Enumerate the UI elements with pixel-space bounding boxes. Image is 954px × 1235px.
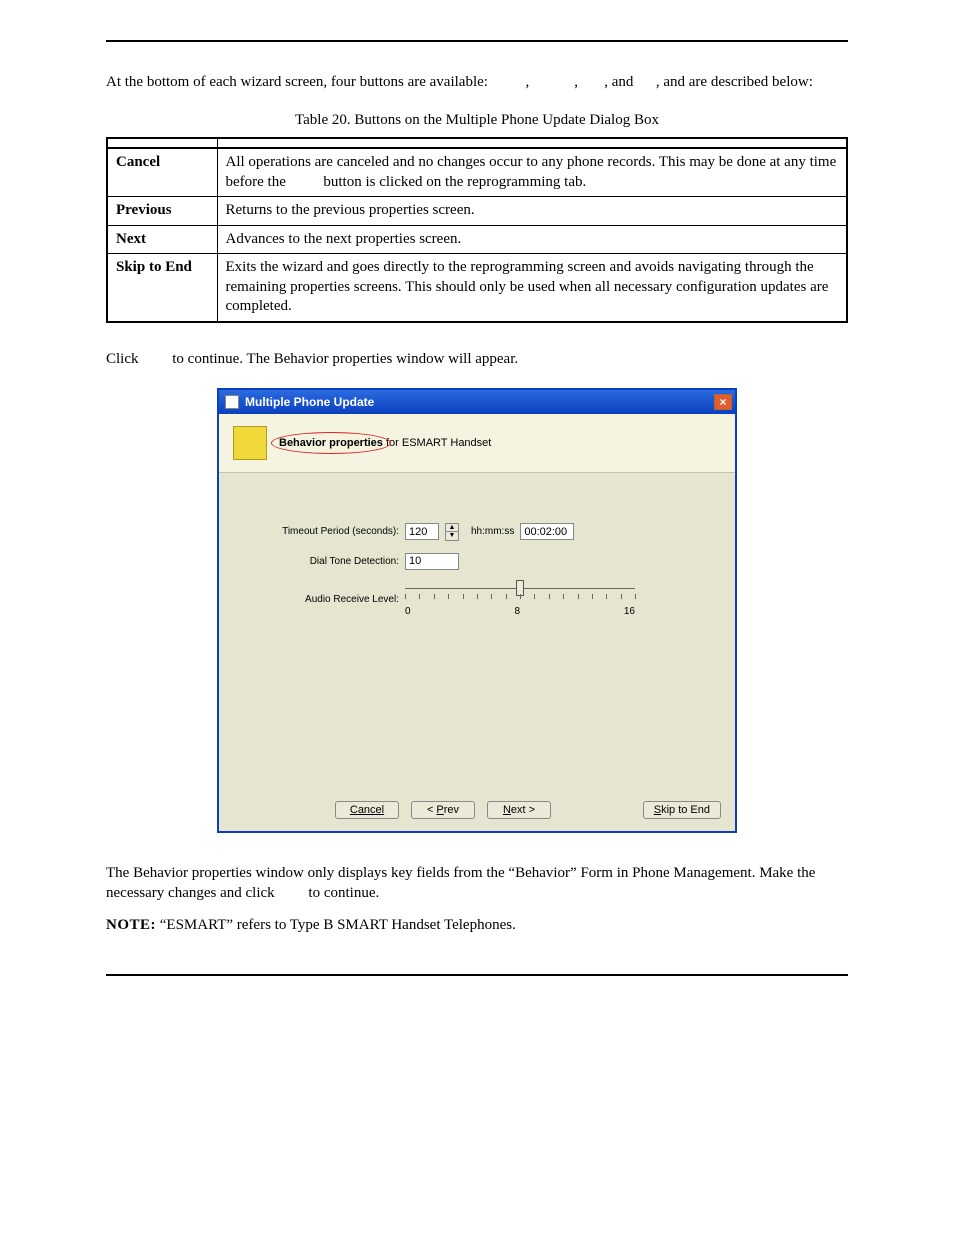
intro-text-c: ,: [574, 74, 582, 90]
cell-btn: Skip to End: [107, 254, 217, 322]
th-button: [107, 138, 217, 148]
title-bar: Multiple Phone Update ×: [219, 390, 735, 414]
app-icon: [225, 395, 239, 409]
slider-min: 0: [405, 606, 411, 617]
audio-slider[interactable]: 0 8 16: [405, 582, 635, 617]
screenshot-figure: Multiple Phone Update × Behavior propert…: [217, 388, 737, 833]
cell-desc: Returns to the previous properties scree…: [217, 197, 847, 226]
audio-label: Audio Receive Level:: [239, 594, 399, 605]
slider-mid: 8: [514, 606, 520, 617]
intro-blank-2: [533, 74, 571, 90]
dialog-footer: Cancel < Prev Next > Skip to End: [219, 793, 735, 831]
th-description: [217, 138, 847, 148]
table-row: Next Advances to the next properties scr…: [107, 225, 847, 254]
slider-max: 16: [624, 606, 635, 617]
bottom-rule: [106, 974, 848, 976]
intro-blank-4: [637, 74, 652, 90]
cell-desc: All operations are canceled and no chang…: [217, 148, 847, 197]
dialog-subtitle: Behavior properties for ESMART Handset: [279, 437, 491, 449]
dialtone-row: Dial Tone Detection:: [239, 553, 715, 570]
cell-btn: Cancel: [107, 148, 217, 197]
intro-text-d: , and: [604, 74, 637, 90]
timeout-label: Timeout Period (seconds):: [239, 526, 399, 537]
window-title: Multiple Phone Update: [245, 395, 374, 409]
dialtone-input[interactable]: [405, 553, 459, 570]
dialog-header-strip: Behavior properties for ESMART Handset: [219, 414, 735, 473]
hhmmss-input[interactable]: [520, 523, 574, 540]
behavior-paragraph: The Behavior properties window only disp…: [106, 863, 848, 904]
cell-btn: Previous: [107, 197, 217, 226]
multiple-phone-update-dialog: Multiple Phone Update × Behavior propert…: [217, 388, 737, 833]
intro-paragraph: At the bottom of each wizard screen, fou…: [106, 72, 848, 92]
intro-text-a: At the bottom of each wizard screen, fou…: [106, 74, 492, 90]
dialog-body: Timeout Period (seconds): ▲ ▼ hh:mm:ss D…: [219, 473, 735, 793]
intro-blank-1: [492, 74, 522, 90]
intro-text-b: ,: [525, 74, 533, 90]
timeout-row: Timeout Period (seconds): ▲ ▼ hh:mm:ss: [239, 523, 715, 541]
audio-row: Audio Receive Level: 0 8 16: [239, 582, 715, 617]
hhmmss-label: hh:mm:ss: [471, 526, 514, 537]
timeout-spinner[interactable]: ▲ ▼: [445, 523, 459, 541]
document-page: At the bottom of each wizard screen, fou…: [0, 0, 954, 1016]
prev-button[interactable]: < Prev: [411, 801, 475, 819]
table-caption: Table 20. Buttons on the Multiple Phone …: [106, 112, 848, 129]
table-header-row: [107, 138, 847, 148]
note-label: NOTE:: [106, 917, 156, 933]
table-row: Previous Returns to the previous propert…: [107, 197, 847, 226]
wizard-icon: [233, 426, 267, 460]
buttons-table: Cancel All operations are canceled and n…: [106, 137, 848, 323]
note-paragraph: NOTE: “ESMART” refers to Type B SMART Ha…: [106, 917, 848, 934]
skip-to-end-button[interactable]: Skip to End: [643, 801, 721, 819]
slider-ticks: [405, 594, 635, 602]
intro-blank-3: [582, 74, 601, 90]
cancel-button[interactable]: Cancel: [335, 801, 399, 819]
table-row: Skip to End Exits the wizard and goes di…: [107, 254, 847, 322]
spinner-up-icon[interactable]: ▲: [446, 524, 458, 532]
cell-btn: Next: [107, 225, 217, 254]
table-row: Cancel All operations are canceled and n…: [107, 148, 847, 197]
top-rule: [106, 40, 848, 42]
cell-desc: Exits the wizard and goes directly to th…: [217, 254, 847, 322]
close-icon[interactable]: ×: [714, 394, 732, 410]
intro-text-e: , and are described below:: [656, 74, 813, 90]
dialtone-label: Dial Tone Detection:: [239, 556, 399, 567]
click-next-paragraph: Click to continue. The Behavior properti…: [106, 351, 848, 368]
next-button[interactable]: Next >: [487, 801, 551, 819]
note-text: “ESMART” refers to Type B SMART Handset …: [156, 917, 516, 933]
cell-desc: Advances to the next properties screen.: [217, 225, 847, 254]
timeout-input[interactable]: [405, 523, 439, 540]
spinner-down-icon[interactable]: ▼: [446, 532, 458, 540]
